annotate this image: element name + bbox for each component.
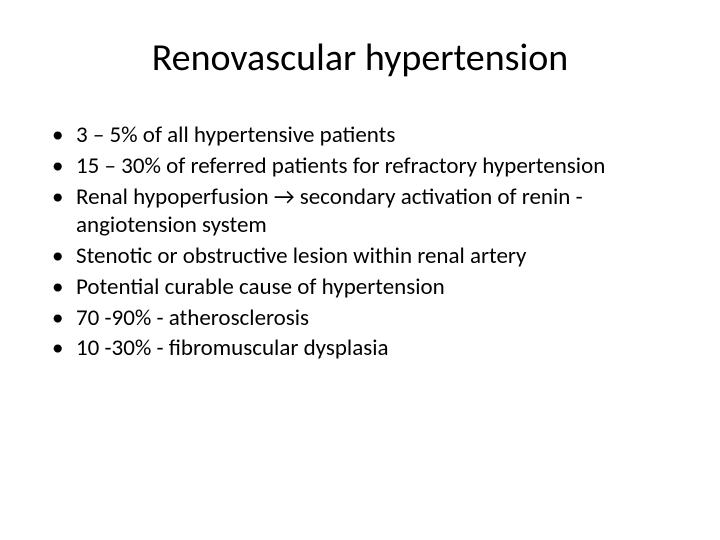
bullet-item: • 15 – 30% of referred patients for refr…: [52, 152, 680, 181]
bullet-marker-icon: •: [52, 152, 76, 181]
bullet-marker-icon: •: [52, 121, 76, 150]
slide-container: Renovascular hypertension • 3 – 5% of al…: [0, 0, 720, 540]
bullet-text: Renal hypoperfusion → secondary activati…: [76, 183, 680, 241]
bullet-marker-icon: •: [52, 334, 76, 363]
bullet-marker-icon: •: [52, 304, 76, 333]
bullet-list: • 3 – 5% of all hypertensive patients • …: [40, 121, 680, 363]
bullet-text: Potential curable cause of hypertension: [76, 273, 680, 302]
bullet-item: • 3 – 5% of all hypertensive patients: [52, 121, 680, 150]
bullet-item: • 10 -30% - fibromuscular dysplasia: [52, 334, 680, 363]
bullet-marker-icon: •: [52, 242, 76, 271]
bullet-text: 10 -30% - fibromuscular dysplasia: [76, 334, 680, 363]
bullet-marker-icon: •: [52, 273, 76, 302]
bullet-item: • 70 -90% - atherosclerosis: [52, 304, 680, 333]
bullet-item: • Stenotic or obstructive lesion within …: [52, 242, 680, 271]
bullet-item: • Potential curable cause of hypertensio…: [52, 273, 680, 302]
bullet-text: 3 – 5% of all hypertensive patients: [76, 121, 680, 150]
bullet-text: Stenotic or obstructive lesion within re…: [76, 242, 680, 271]
bullet-text: 70 -90% - atherosclerosis: [76, 304, 680, 333]
slide-title: Renovascular hypertension: [40, 35, 680, 81]
bullet-text: 15 – 30% of referred patients for refrac…: [76, 152, 680, 181]
bullet-item: • Renal hypoperfusion → secondary activa…: [52, 183, 680, 241]
bullet-marker-icon: •: [52, 183, 76, 212]
